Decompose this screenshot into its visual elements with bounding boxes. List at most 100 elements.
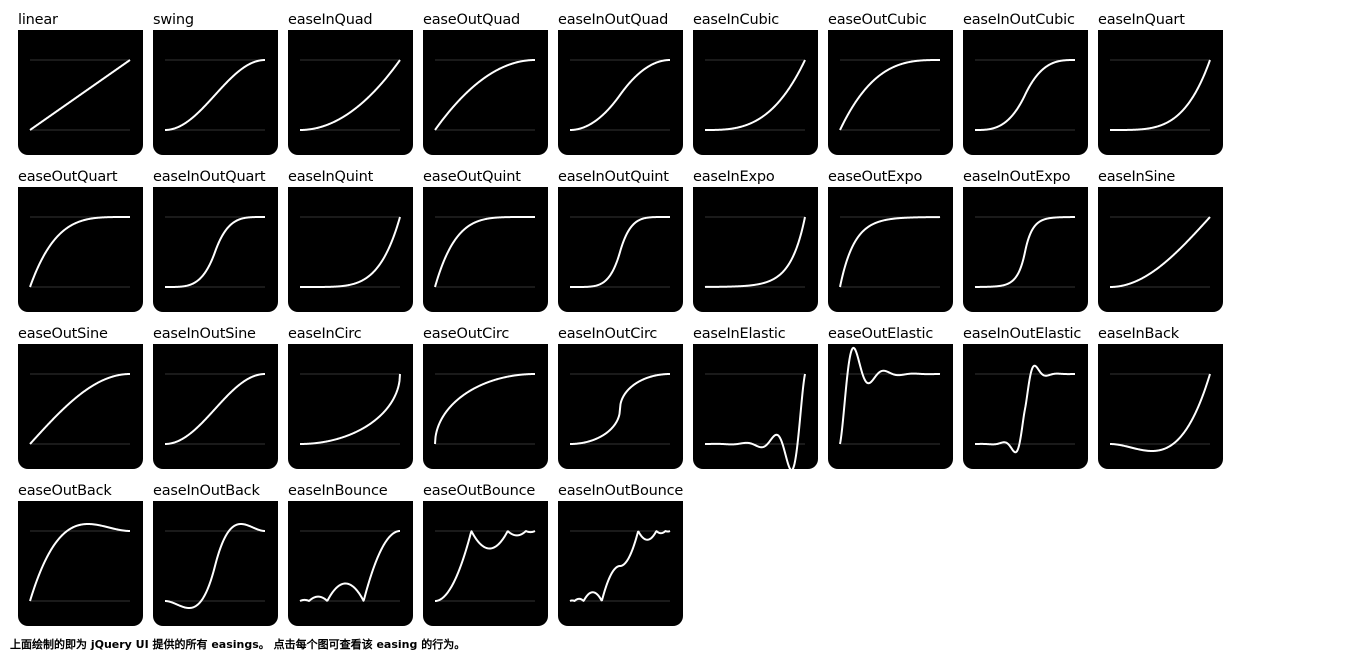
easing-curve-plot bbox=[29, 59, 131, 131]
easing-graph-easeOutExpo[interactable] bbox=[828, 187, 953, 312]
easing-curve bbox=[164, 373, 266, 445]
easing-curve bbox=[299, 59, 401, 131]
easing-graph-easeInOutExpo[interactable] bbox=[963, 187, 1088, 312]
easing-graph-easeInCubic[interactable] bbox=[693, 30, 818, 155]
easing-graph-easeInOutCubic[interactable] bbox=[963, 30, 1088, 155]
easing-graph-easeInQuart[interactable] bbox=[1098, 30, 1223, 155]
easing-curve bbox=[434, 373, 536, 445]
easing-curve bbox=[29, 373, 131, 445]
easing-graph-easeOutBounce[interactable] bbox=[423, 501, 548, 626]
easing-cell-linear: linear bbox=[18, 10, 143, 155]
easing-curve-plot bbox=[974, 364, 1076, 454]
easing-curve-plot bbox=[704, 373, 806, 469]
easing-graph-easeInQuad[interactable] bbox=[288, 30, 413, 155]
easing-label: easeOutExpo bbox=[828, 169, 923, 185]
easing-label: easeOutCirc bbox=[423, 326, 510, 342]
easing-graph-easeOutElastic[interactable] bbox=[828, 344, 953, 469]
easing-cell-easeOutBack: easeOutBack bbox=[18, 481, 143, 626]
easing-graph-swing[interactable] bbox=[153, 30, 278, 155]
easing-graph-linear[interactable] bbox=[18, 30, 143, 155]
easing-label: easeInCirc bbox=[288, 326, 362, 342]
easing-curve-plot bbox=[1109, 216, 1211, 288]
easing-curve-plot bbox=[164, 373, 266, 445]
easing-curve-plot bbox=[434, 530, 536, 602]
easing-label: easeInQuad bbox=[288, 12, 373, 28]
easing-label: easeInElastic bbox=[693, 326, 786, 342]
easing-cell-easeInOutCubic: easeInOutCubic bbox=[963, 10, 1088, 155]
easing-cell-easeInElastic: easeInElastic bbox=[693, 324, 818, 469]
easing-graph-easeInOutBack[interactable] bbox=[153, 501, 278, 626]
easing-graph-easeInOutElastic[interactable] bbox=[963, 344, 1088, 469]
easing-graph-easeInOutQuad[interactable] bbox=[558, 30, 683, 155]
easing-cell-easeInOutBack: easeInOutBack bbox=[153, 481, 278, 626]
easing-label: easeOutQuart bbox=[18, 169, 118, 185]
easing-curve bbox=[434, 530, 536, 602]
easing-label: easeInOutCirc bbox=[558, 326, 658, 342]
easing-graph-easeInOutSine[interactable] bbox=[153, 344, 278, 469]
easing-label: easeOutQuint bbox=[423, 169, 521, 185]
easing-graph-easeOutSine[interactable] bbox=[18, 344, 143, 469]
easing-label: linear bbox=[18, 12, 58, 28]
easing-graph-easeInQuint[interactable] bbox=[288, 187, 413, 312]
easing-cell-easeOutExpo: easeOutExpo bbox=[828, 167, 953, 312]
easing-curve-plot bbox=[434, 373, 536, 445]
easing-label: swing bbox=[153, 12, 194, 28]
easing-curve-plot bbox=[839, 59, 941, 131]
easing-curve bbox=[974, 216, 1076, 288]
footer-caption: 上面绘制的即为 jQuery UI 提供的所有 easings。 点击每个图可查… bbox=[10, 638, 466, 651]
easing-cell-easeInExpo: easeInExpo bbox=[693, 167, 818, 312]
easing-curve-plot bbox=[164, 59, 266, 131]
easing-curve bbox=[164, 522, 266, 610]
easing-graph-easeInBack[interactable] bbox=[1098, 344, 1223, 469]
easing-cell-easeOutElastic: easeOutElastic bbox=[828, 324, 953, 469]
easing-curve bbox=[704, 59, 806, 131]
easing-graph-easeInOutQuint[interactable] bbox=[558, 187, 683, 312]
easing-curve-plot bbox=[434, 59, 536, 131]
easing-graph-easeOutCirc[interactable] bbox=[423, 344, 548, 469]
easing-label: easeInSine bbox=[1098, 169, 1176, 185]
easing-graph-easeOutCubic[interactable] bbox=[828, 30, 953, 155]
easing-curve bbox=[299, 216, 401, 288]
easing-graph-easeOutQuint[interactable] bbox=[423, 187, 548, 312]
easing-cell-easeInOutQuint: easeInOutQuint bbox=[558, 167, 683, 312]
easing-curve-plot bbox=[299, 530, 401, 602]
easing-graph-easeOutQuart[interactable] bbox=[18, 187, 143, 312]
easing-curve-plot bbox=[164, 216, 266, 288]
easing-curve bbox=[704, 373, 806, 469]
easing-label: easeOutBounce bbox=[423, 483, 536, 499]
easing-graph-easeInCirc[interactable] bbox=[288, 344, 413, 469]
easing-graph-easeOutBack[interactable] bbox=[18, 501, 143, 626]
easing-cell-easeInQuint: easeInQuint bbox=[288, 167, 413, 312]
easing-graph-easeInOutCirc[interactable] bbox=[558, 344, 683, 469]
easing-cell-easeInBack: easeInBack bbox=[1098, 324, 1223, 469]
easing-label: easeInOutQuad bbox=[558, 12, 669, 28]
easing-label: easeOutSine bbox=[18, 326, 108, 342]
easing-label: easeInQuint bbox=[288, 169, 374, 185]
easing-curve bbox=[974, 59, 1076, 131]
easing-curve-plot bbox=[1109, 59, 1211, 131]
easing-cell-easeInSine: easeInSine bbox=[1098, 167, 1223, 312]
easing-curve bbox=[569, 59, 671, 131]
easing-label: easeInOutBounce bbox=[558, 483, 684, 499]
easing-curve-plot bbox=[29, 523, 131, 602]
easing-curve-plot bbox=[299, 373, 401, 445]
easing-graph-easeInSine[interactable] bbox=[1098, 187, 1223, 312]
easing-label: easeInOutBack bbox=[153, 483, 260, 499]
easing-graph-easeInExpo[interactable] bbox=[693, 187, 818, 312]
easing-label: easeInOutElastic bbox=[963, 326, 1082, 342]
easing-graph-easeInOutQuart[interactable] bbox=[153, 187, 278, 312]
easing-label: easeOutBack bbox=[18, 483, 112, 499]
easing-curve bbox=[29, 216, 131, 288]
easing-curve-plot bbox=[569, 530, 671, 602]
easing-graph-easeInElastic[interactable] bbox=[693, 344, 818, 469]
easing-curve-plot bbox=[839, 346, 941, 445]
easing-label: easeInExpo bbox=[693, 169, 775, 185]
easing-curve bbox=[434, 216, 536, 288]
easing-curve bbox=[839, 216, 941, 288]
easing-curve-plot bbox=[704, 216, 806, 288]
easing-curve bbox=[974, 364, 1076, 454]
easing-graph-easeOutQuad[interactable] bbox=[423, 30, 548, 155]
easing-curve-plot bbox=[299, 59, 401, 131]
easing-graph-easeInOutBounce[interactable] bbox=[558, 501, 683, 626]
easing-graph-easeInBounce[interactable] bbox=[288, 501, 413, 626]
